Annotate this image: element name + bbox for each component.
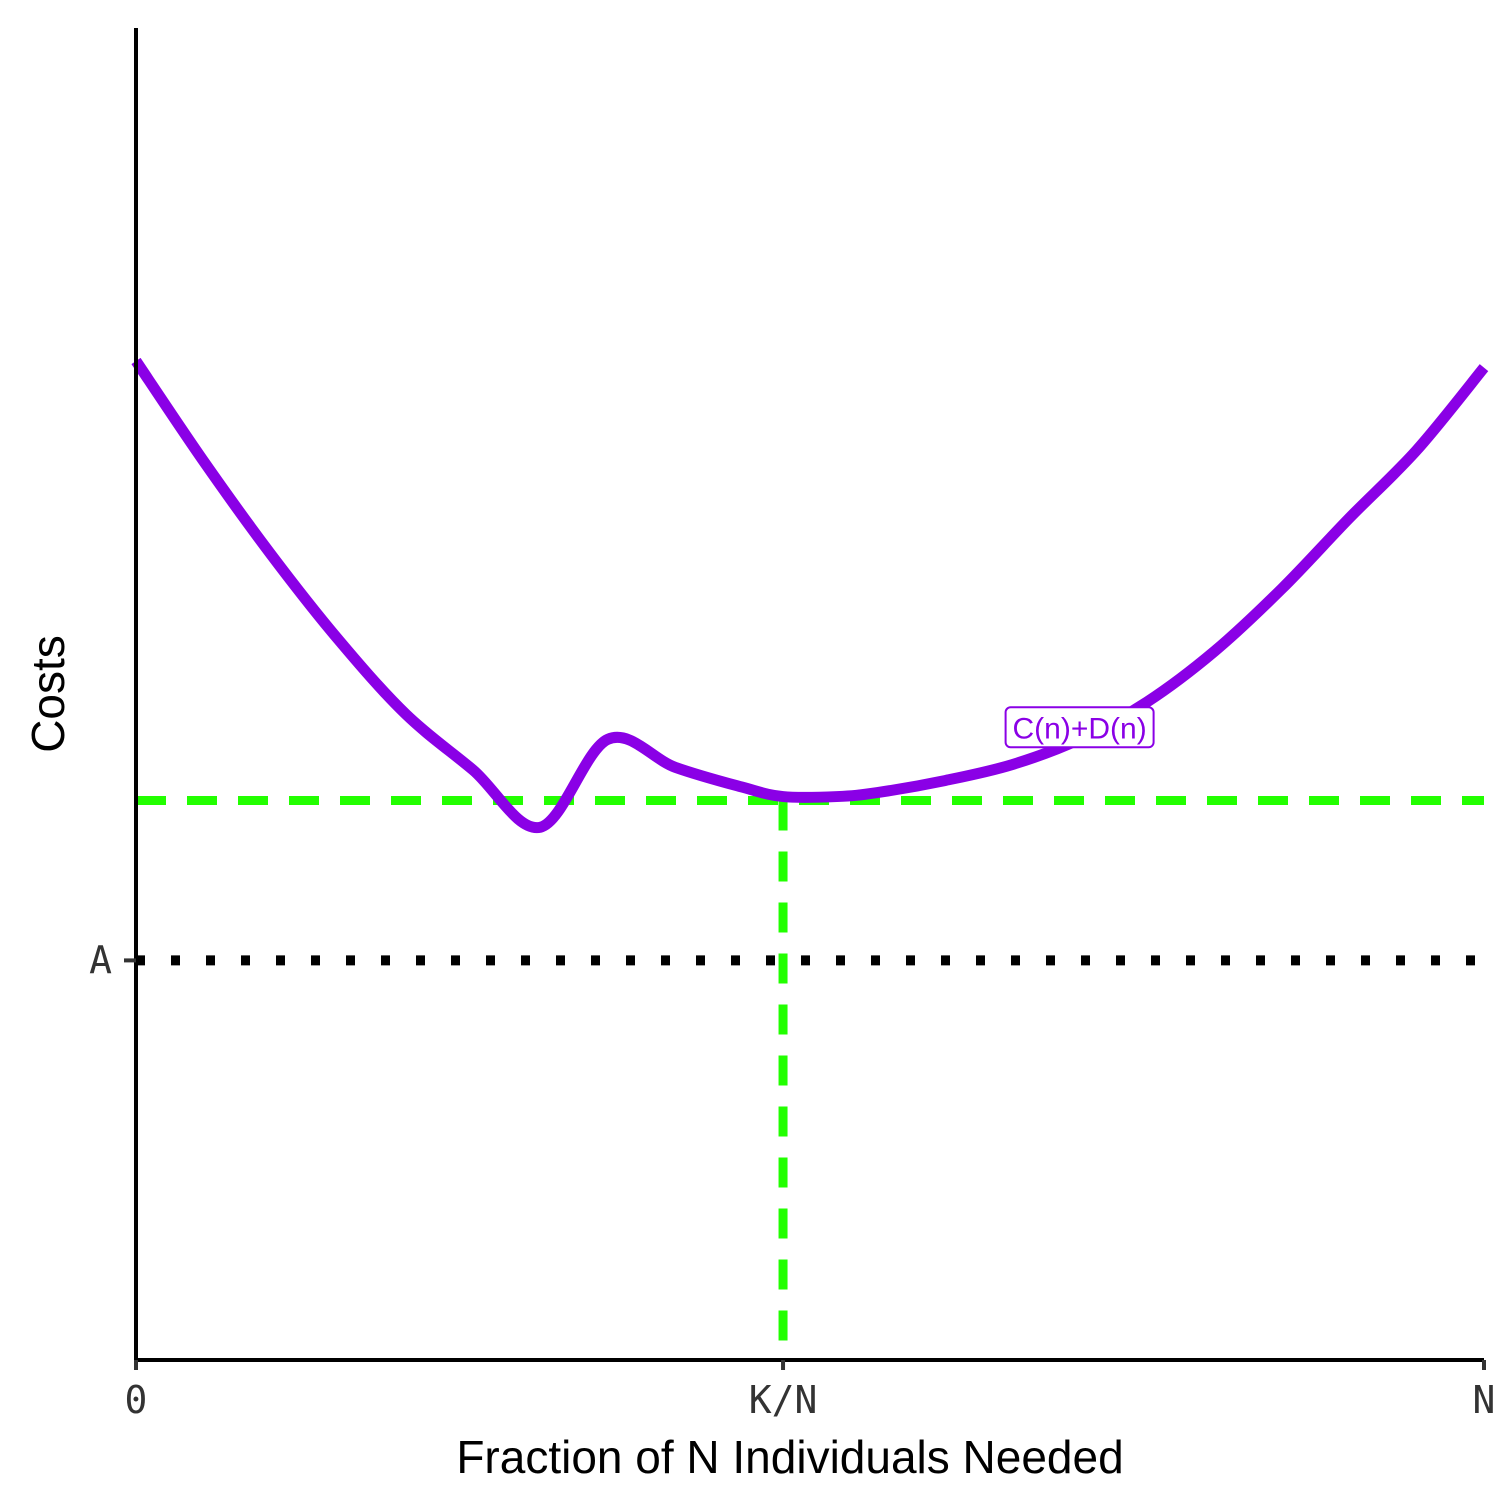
reference-lines (136, 796, 1484, 1360)
curve-label: C(n)+D(n) (1004, 706, 1155, 749)
series-layer (131, 357, 1489, 833)
annotations: C(n)+D(n) (1004, 706, 1155, 749)
axes (134, 28, 1484, 1362)
y-tick-label: A (89, 938, 112, 982)
x-tick-label: N (1473, 1378, 1496, 1422)
x-tick-label: 0 (125, 1378, 148, 1422)
x-tick-label: K/N (749, 1378, 818, 1422)
curve-label-box (1004, 706, 1155, 749)
curve-label-text: C(n)+D(n) (1013, 712, 1147, 745)
x-axis-title: Fraction of N Individuals Needed (456, 1431, 1123, 1483)
series-line (131, 357, 1489, 833)
ticks: 0 K/N N A (89, 938, 1495, 1422)
y-axis-title: Costs (22, 635, 74, 753)
